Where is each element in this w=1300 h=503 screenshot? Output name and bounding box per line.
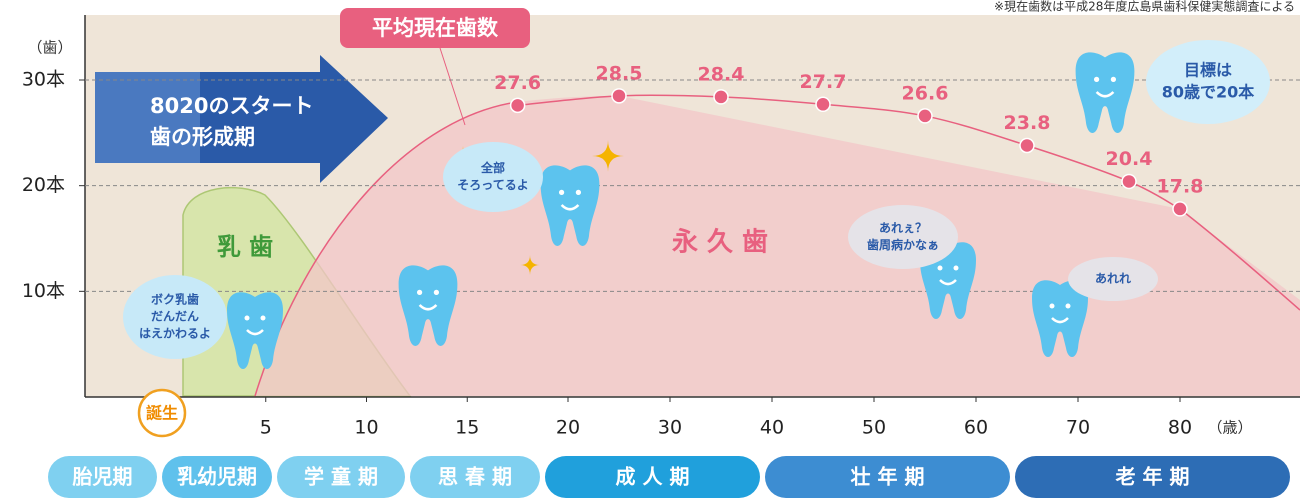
data-point <box>1122 174 1136 188</box>
x-tick-label: 15 <box>455 417 479 439</box>
tooth-eye <box>261 316 266 321</box>
x-tick-label: 10 <box>354 417 378 439</box>
stage-label: 壮 年 期 <box>851 465 925 489</box>
chart-title: 平均現在歯数 <box>372 16 499 40</box>
data-label: 17.8 <box>1157 175 1204 197</box>
speech-bubble <box>443 142 543 212</box>
arrow-text: 8020のスタート <box>150 94 313 118</box>
x-tick-label: 20 <box>556 417 580 439</box>
data-label: 23.8 <box>1004 112 1051 134</box>
stage-label: 思 春 期 <box>438 465 512 489</box>
tooth-eye <box>1094 77 1099 82</box>
tooth-eye <box>1050 304 1055 309</box>
data-label: 28.4 <box>698 63 745 85</box>
x-unit: （歳） <box>1207 419 1252 437</box>
bubble-text: そろってるよ <box>457 178 528 192</box>
tooth-eye <box>1066 304 1071 309</box>
stage-label: 乳幼児期 <box>177 465 257 489</box>
tooth-eye <box>417 290 422 295</box>
data-point <box>816 97 830 111</box>
note: ※現在歯数は平成28年度広島県歯科保健実態調査による <box>994 0 1295 14</box>
data-point <box>612 89 626 103</box>
tooth-eye <box>559 190 564 195</box>
bubble-text: 80歳で20本 <box>1162 83 1255 102</box>
data-label: 28.5 <box>596 62 643 84</box>
y-tick-label: 30本 <box>22 69 65 91</box>
data-point <box>1173 202 1187 216</box>
data-label: 20.4 <box>1106 148 1153 170</box>
data-point <box>714 90 728 104</box>
x-tick-label: 40 <box>760 417 784 439</box>
chart: ※現在歯数は平成28年度広島県歯科保健実態調査による （歯） 平均現在歯数 80… <box>0 0 1300 503</box>
tooth-eye <box>576 190 581 195</box>
stage-label: 胎児期 <box>72 465 133 489</box>
data-point <box>1020 139 1034 153</box>
bubble-text: 全部 <box>480 160 505 175</box>
bubble-text: 目標は <box>1184 61 1232 80</box>
area-label: 乳 歯 <box>217 233 273 261</box>
y-tick-label: 10本 <box>22 280 65 302</box>
arrow-text: 歯の形成期 <box>150 125 255 149</box>
x-tick-label: 5 <box>260 417 272 439</box>
bubble-text: はえかわるよ <box>139 327 211 341</box>
x-tick-label: 60 <box>964 417 988 439</box>
area-label: 永 久 歯 <box>672 228 768 258</box>
data-label: 27.6 <box>494 72 541 94</box>
stage-label: 成 人 期 <box>616 465 690 489</box>
x-tick-label: 70 <box>1066 417 1090 439</box>
stage-label: 老 年 期 <box>1116 465 1190 489</box>
y-tick-label: 20本 <box>22 174 65 196</box>
data-point <box>511 98 525 112</box>
tooth-eye <box>1111 77 1116 82</box>
x-tick-label: 80 <box>1168 417 1192 439</box>
speech-bubble <box>848 205 958 269</box>
stage-label: 学 童 期 <box>304 465 378 489</box>
bubble-text: あれれ <box>1095 272 1131 286</box>
data-point <box>918 109 932 123</box>
tooth-eye <box>954 266 959 271</box>
bubble-text: ボク乳歯 <box>151 292 199 307</box>
data-label: 27.7 <box>800 71 847 93</box>
data-label: 26.6 <box>902 82 949 104</box>
bubble-text: あれぇ？ <box>879 221 927 235</box>
tooth-eye <box>938 266 943 271</box>
tooth-eye <box>245 316 250 321</box>
x-start-label: 誕生 <box>146 404 178 423</box>
x-tick-label: 50 <box>862 417 886 439</box>
tooth-eye <box>434 290 439 295</box>
x-tick-label: 30 <box>658 417 682 439</box>
bubble-text: だんだん <box>151 310 199 324</box>
bubble-text: 歯周病かなぁ <box>867 237 939 252</box>
y-axis-label: （歯） <box>27 39 72 57</box>
